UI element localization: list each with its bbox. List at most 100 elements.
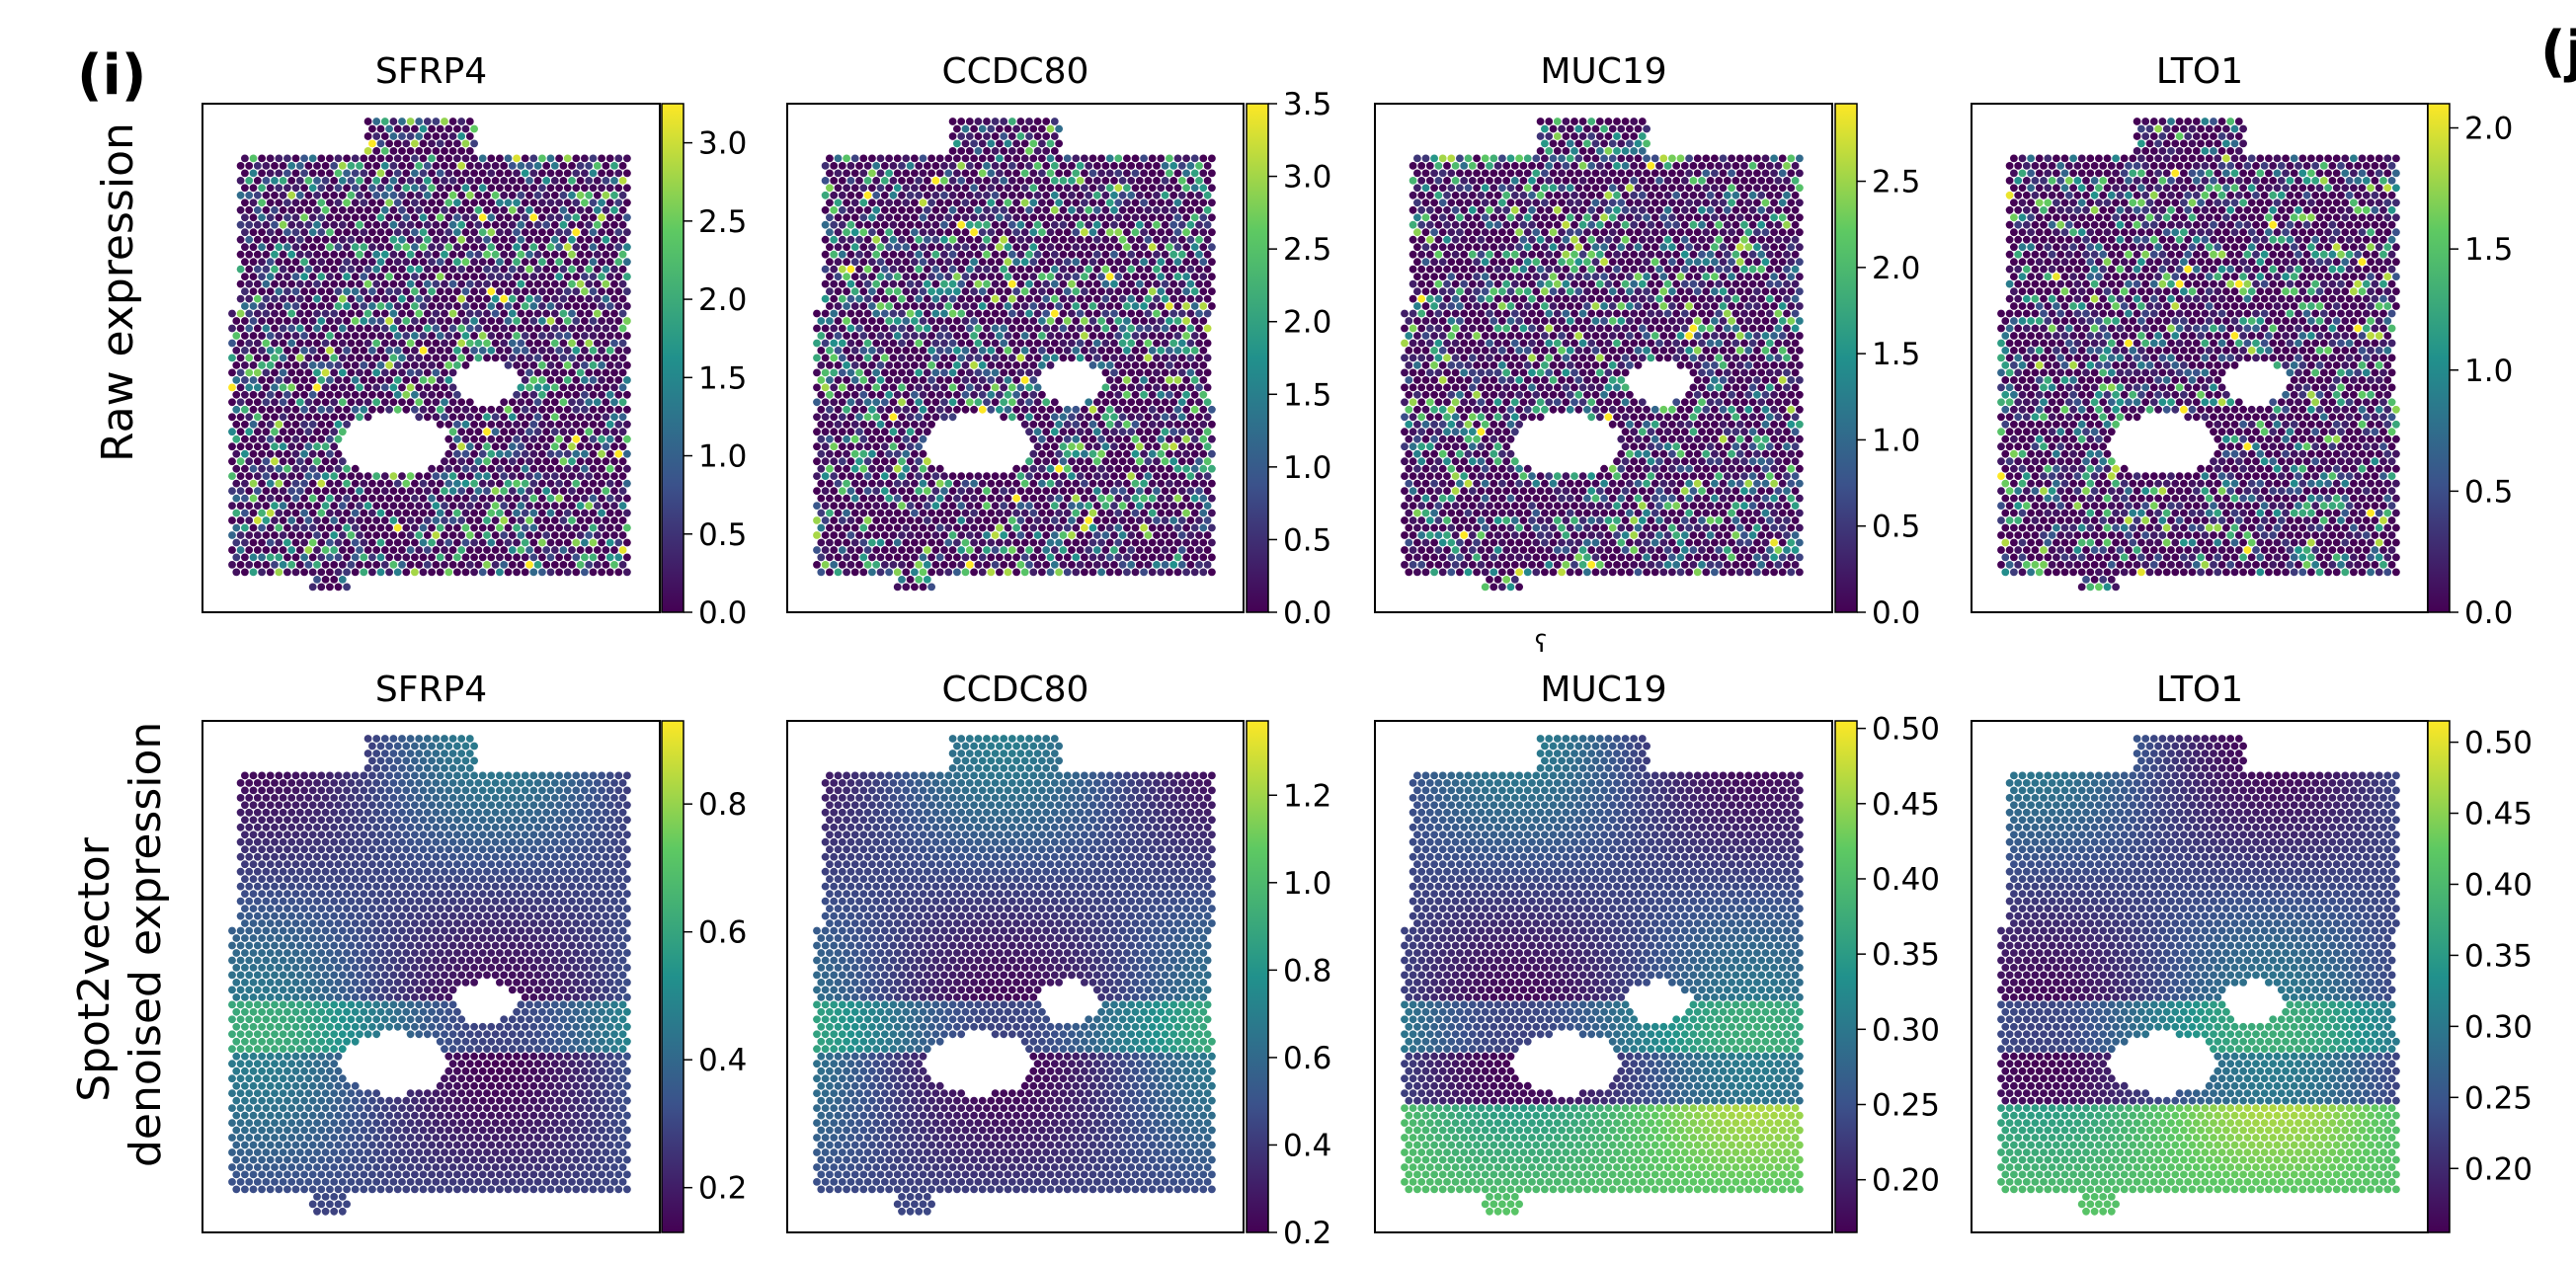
spot <box>1157 155 1165 163</box>
spot <box>581 155 589 163</box>
spot <box>1178 192 1186 199</box>
spot <box>534 531 542 539</box>
spot <box>250 406 258 414</box>
spot <box>343 510 351 517</box>
spot <box>560 487 568 495</box>
spot <box>411 302 419 310</box>
spot <box>360 332 367 340</box>
spot <box>241 228 249 236</box>
spot <box>610 192 618 199</box>
spot <box>275 170 282 178</box>
spot <box>287 442 295 450</box>
spot <box>1012 184 1020 192</box>
spot <box>547 495 555 503</box>
spot <box>564 376 572 384</box>
spot <box>283 510 291 517</box>
spot <box>902 198 910 206</box>
spot <box>254 457 262 465</box>
spot <box>1017 177 1025 185</box>
spot <box>441 546 448 554</box>
spot <box>470 435 478 443</box>
spot <box>927 170 935 178</box>
spot <box>603 369 610 377</box>
spot <box>385 524 393 532</box>
spot <box>317 243 325 251</box>
spot <box>1025 147 1033 155</box>
spot <box>594 413 602 421</box>
spot <box>453 213 461 221</box>
spot <box>560 355 568 362</box>
spot <box>381 398 389 406</box>
spot <box>1119 206 1127 214</box>
spot <box>402 198 410 206</box>
spot <box>348 295 356 303</box>
spot <box>551 206 559 214</box>
spot <box>479 258 487 266</box>
spot <box>394 554 402 562</box>
spot <box>267 510 275 517</box>
spot <box>492 487 500 495</box>
spot <box>390 516 398 524</box>
spot <box>258 495 266 503</box>
spot <box>594 206 602 214</box>
spot <box>572 376 580 384</box>
spot <box>534 487 542 495</box>
spot <box>1102 177 1110 185</box>
spot <box>275 155 282 163</box>
spot <box>1005 140 1012 148</box>
spot <box>250 184 258 192</box>
spot <box>581 569 589 577</box>
spot <box>241 198 249 206</box>
spot <box>483 162 491 170</box>
spot <box>610 280 618 288</box>
spot <box>466 206 474 214</box>
spot <box>572 495 580 503</box>
spot <box>470 332 478 340</box>
spot <box>555 421 563 429</box>
spot <box>590 332 598 340</box>
spot <box>1051 192 1059 199</box>
spot <box>979 140 987 148</box>
spot <box>437 184 444 192</box>
spot <box>560 442 568 450</box>
spot <box>890 162 898 170</box>
spot <box>1055 184 1063 192</box>
spot <box>313 413 321 421</box>
spot <box>560 206 568 214</box>
spot <box>415 546 423 554</box>
spot <box>237 546 245 554</box>
spot <box>394 495 402 503</box>
spot <box>1051 206 1059 214</box>
spot <box>505 450 513 458</box>
spot <box>572 391 580 399</box>
spot <box>364 369 372 377</box>
spot <box>309 170 317 178</box>
spot <box>394 524 402 532</box>
spot <box>538 569 546 577</box>
spot <box>606 302 614 310</box>
spot <box>390 369 398 377</box>
spot <box>339 413 347 421</box>
spot <box>296 295 304 303</box>
spot <box>492 177 500 185</box>
spot <box>309 406 317 414</box>
spot <box>348 398 356 406</box>
spot <box>372 118 380 125</box>
spot <box>368 273 376 280</box>
spot <box>619 310 627 318</box>
spot <box>449 531 457 539</box>
spot <box>326 539 334 547</box>
spot <box>317 302 325 310</box>
spot <box>603 206 610 214</box>
spot <box>309 317 317 325</box>
spot <box>560 516 568 524</box>
spot <box>352 361 360 369</box>
spot <box>1038 155 1046 163</box>
spot <box>364 413 372 421</box>
spot <box>1127 162 1135 170</box>
spot <box>492 221 500 229</box>
spot <box>1110 192 1118 199</box>
spot <box>847 206 855 214</box>
spot <box>944 170 952 178</box>
spot <box>322 369 330 377</box>
